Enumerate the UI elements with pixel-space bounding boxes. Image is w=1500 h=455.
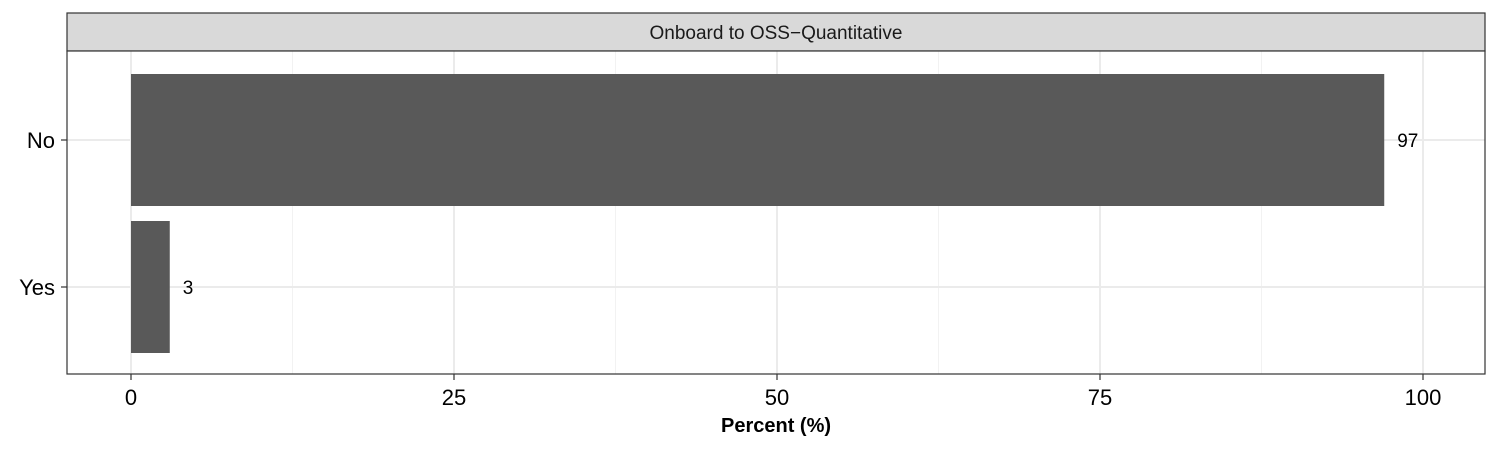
- x-tick-label: 50: [765, 385, 789, 410]
- bars: [131, 74, 1385, 353]
- bar-no: [131, 74, 1385, 206]
- x-tick-label: 0: [125, 385, 137, 410]
- x-tick-label: 75: [1088, 385, 1112, 410]
- x-tick-label: 100: [1405, 385, 1442, 410]
- y-axis: No Yes: [19, 128, 67, 300]
- x-axis: 0 25 50 75 100: [125, 374, 1441, 410]
- facet-strip: [66, 12, 1486, 52]
- facet-title: Onboard to OSS−Quantitative: [650, 23, 903, 44]
- panel-border: [66, 50, 1486, 375]
- data-label-yes: 3: [183, 278, 194, 299]
- y-tick-label-yes: Yes: [19, 275, 55, 300]
- x-tick-label: 25: [442, 385, 466, 410]
- bar-yes: [131, 221, 170, 353]
- x-axis-title: Percent (%): [721, 415, 831, 437]
- data-label-no: 97: [1397, 131, 1418, 152]
- data-labels: 97 3: [183, 131, 1419, 299]
- y-tick-label-no: No: [27, 128, 55, 153]
